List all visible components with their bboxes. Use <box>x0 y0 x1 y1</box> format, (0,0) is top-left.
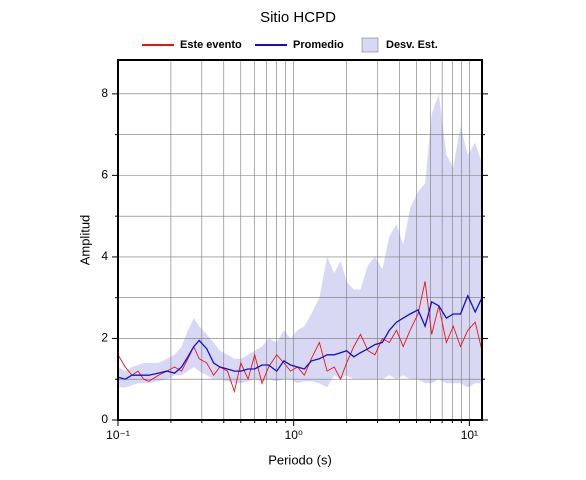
y-tick-label: 4 <box>101 249 108 263</box>
series-line <box>117 294 483 380</box>
legend-label: Promedio <box>293 39 344 51</box>
plot-frame <box>117 59 483 421</box>
x-tick-label: 10⁻¹ <box>106 428 130 442</box>
std-band <box>118 93 482 388</box>
legend-label: Desv. Est. <box>386 39 438 51</box>
chart-title: Sitio HCPD <box>260 9 336 26</box>
x-axis-label: Periodo (s) <box>268 452 332 467</box>
y-tick-label: 8 <box>101 86 108 100</box>
y-tick-label: 2 <box>101 331 108 345</box>
legend-swatch <box>361 37 379 53</box>
y-tick-label: 6 <box>101 168 108 182</box>
x-tick-label: 10¹ <box>461 428 478 442</box>
legend-label: Este evento <box>180 39 242 51</box>
x-tick-label: 10⁰ <box>285 428 303 442</box>
y-tick-label: 0 <box>101 412 108 426</box>
y-axis-label: Amplitud <box>77 215 92 266</box>
